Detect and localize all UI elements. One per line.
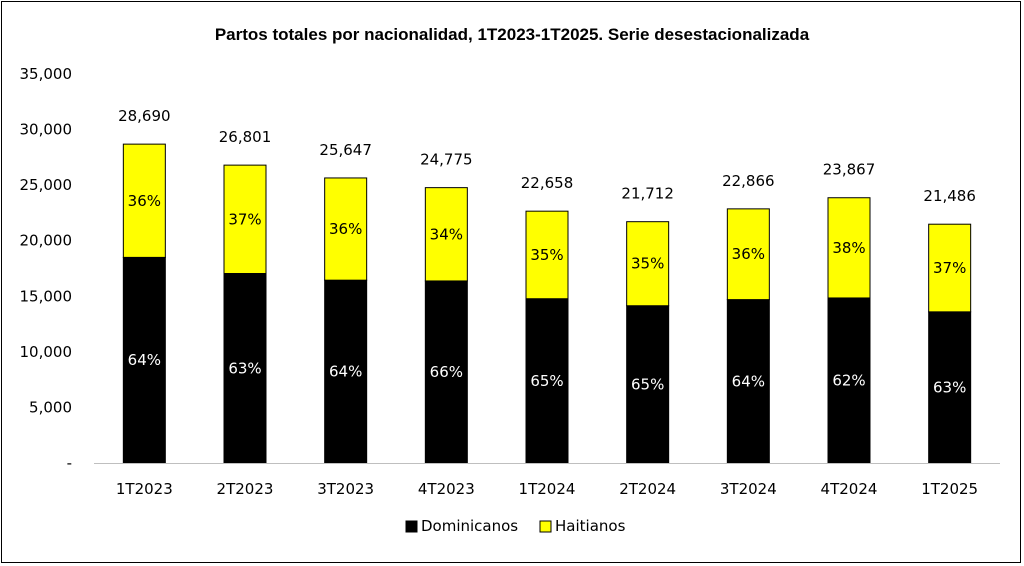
bar-label-dominicanos-3T2024: 64%: [732, 372, 765, 390]
bar-label-dominicanos-2T2023: 63%: [228, 359, 261, 377]
bar-label-haitianos-3T2024: 36%: [732, 245, 765, 263]
x-axis-ticks: 1T2023 2T2023 3T2023 4T2023 1T2024 2T2024 3T20…: [116, 480, 978, 498]
bar-label-dominicanos-3T2023: 64%: [329, 363, 362, 381]
bar-haitianos-1T2023: [122, 143, 166, 258]
bar-haitianos-4T2024: [827, 197, 871, 299]
bar-label-haitianos-2T2024: 35%: [631, 255, 664, 273]
x-tick-label-1T2024: 1T2024: [519, 480, 576, 498]
bar-dominicanos-2T2024: [626, 305, 670, 464]
bar-label-dominicanos-4T2024: 62%: [832, 371, 865, 389]
y-tick-label-1: 5,000: [29, 398, 72, 416]
bar-dominicanos-1T2025: [928, 311, 972, 464]
bar-label-dominicanos-4T2023: 66%: [430, 363, 463, 381]
total-label-2T2024: 21,712: [621, 185, 674, 203]
bar-label-dominicanos-1T2025: 63%: [933, 378, 966, 396]
y-tick-label-4: 20,000: [20, 232, 73, 250]
y-tick-label-2: 10,000: [20, 343, 73, 361]
total-label-2T2023: 26,801: [219, 128, 272, 146]
bar-haitianos-2T2024: [626, 221, 670, 307]
total-label-3T2023: 25,647: [319, 141, 372, 159]
bar-label-haitianos-1T2023: 36%: [128, 192, 161, 210]
bar-haitianos-4T2023: [424, 187, 468, 282]
bar-label-haitianos-1T2025: 37%: [933, 259, 966, 277]
bar-label-dominicanos-1T2023: 64%: [128, 351, 161, 369]
bar-label-haitianos-4T2023: 34%: [430, 225, 463, 243]
total-label-3T2024: 22,866: [722, 172, 775, 190]
x-tick-label-4T2024: 4T2024: [821, 480, 878, 498]
x-tick-label-4T2023: 4T2023: [418, 480, 475, 498]
legend-swatch-dominicanos: [405, 520, 418, 533]
bars: 64% 36% 28,690 63% 37% 26,801 64% 36% 25,647 66% 3…: [118, 107, 976, 464]
x-tick-label-3T2024: 3T2024: [720, 480, 777, 498]
bar-haitianos-2T2023: [223, 164, 267, 275]
y-tick-label-5: 25,000: [20, 176, 73, 194]
x-tick-label-2T2024: 2T2024: [619, 480, 676, 498]
x-tick-label-1T2025: 1T2025: [921, 480, 978, 498]
bar-haitianos-1T2024: [525, 210, 569, 300]
legend-label-dominicanos: Dominicanos: [421, 517, 518, 535]
y-axis-ticks: - 5,000 10,000 15,000 20,000 25,000 30,000 35,0…: [20, 65, 73, 472]
y-tick-label-7: 35,000: [20, 65, 73, 83]
legend-swatch-haitianos: [539, 520, 552, 533]
bar-haitianos-3T2023: [324, 177, 368, 281]
bar-label-haitianos-4T2024: 38%: [832, 239, 865, 257]
x-tick-label-3T2023: 3T2023: [317, 480, 374, 498]
bar-haitianos-3T2024: [726, 208, 770, 301]
x-tick-label-2T2023: 2T2023: [217, 480, 274, 498]
bar-dominicanos-4T2024: [827, 297, 871, 464]
legend-label-haitianos: Haitianos: [555, 517, 626, 535]
total-label-1T2023: 28,690: [118, 107, 171, 125]
bar-label-haitianos-3T2023: 36%: [329, 220, 362, 238]
total-label-1T2025: 21,486: [923, 187, 976, 205]
bar-haitianos-1T2025: [928, 223, 972, 313]
total-label-4T2023: 24,775: [420, 151, 473, 169]
total-label-4T2024: 23,867: [823, 161, 876, 179]
y-tick-label-3: 15,000: [20, 287, 73, 305]
y-tick-label-0: -: [67, 454, 72, 472]
legend: Dominicanos Haitianos: [405, 517, 626, 535]
bar-label-haitianos-1T2024: 35%: [530, 246, 563, 264]
chart-title: Partos totales por nacionalidad, 1T2023-…: [215, 25, 810, 44]
bar-label-haitianos-2T2023: 37%: [228, 210, 261, 228]
bar-label-dominicanos-1T2024: 65%: [530, 372, 563, 390]
total-label-1T2024: 22,658: [521, 174, 574, 192]
y-tick-label-6: 30,000: [20, 121, 73, 139]
x-tick-label-1T2023: 1T2023: [116, 480, 173, 498]
bar-label-dominicanos-2T2024: 65%: [631, 375, 664, 393]
bar-dominicanos-1T2023: [122, 256, 166, 464]
